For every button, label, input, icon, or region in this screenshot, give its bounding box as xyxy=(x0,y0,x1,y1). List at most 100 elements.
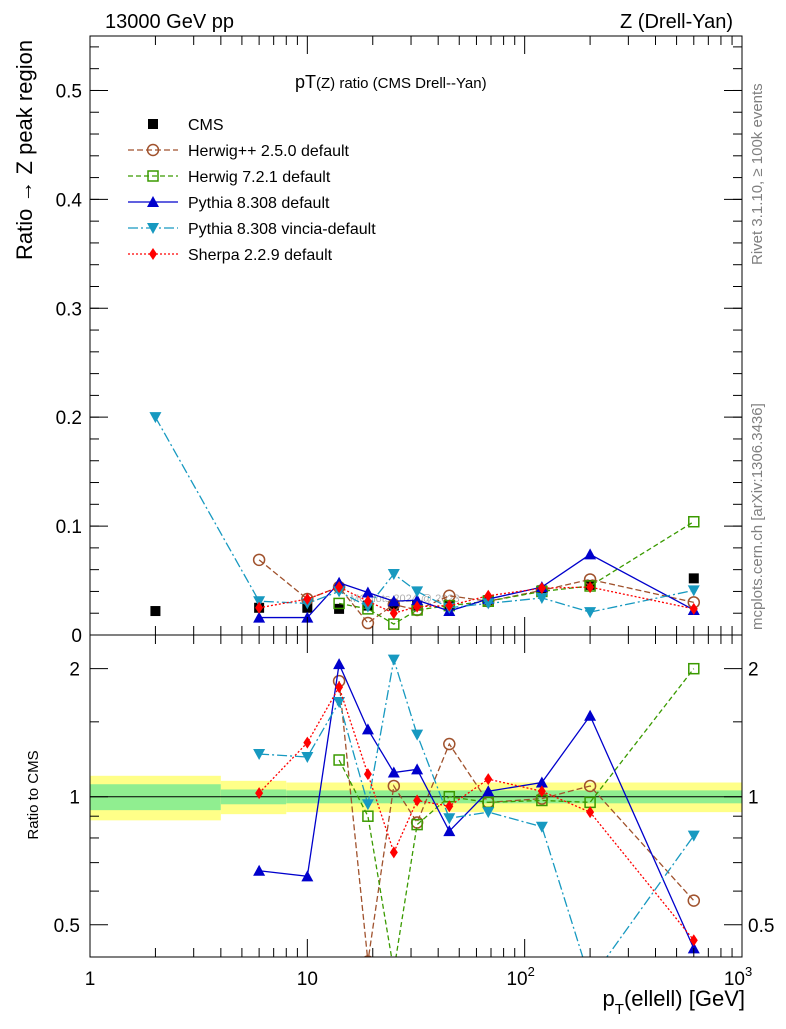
ratio-point-herwig-2-5-0-default xyxy=(363,955,373,957)
ratio-point-pythia-8-308-default xyxy=(301,870,314,882)
ratio-y-tick-label-right: 1 xyxy=(748,788,759,809)
ratio-point-pythia-8-308-default xyxy=(411,763,424,775)
x-axis-label-sub: T xyxy=(615,1001,624,1018)
side-label-top: Rivet 3.1.10, ≥ 100k events xyxy=(749,83,766,265)
ratio-line-herwig-2-5-0-default xyxy=(338,681,695,957)
legend-marker-pythia-8-308-default xyxy=(147,196,159,207)
ratio-point-herwig-2-5-0-default xyxy=(387,779,401,793)
ratio-point-herwig-7-2-1-default xyxy=(333,754,345,766)
main-point-sherpa-2-2-9-default xyxy=(689,602,698,615)
main-y-tick-label: 0.4 xyxy=(56,190,83,211)
ratio-point-herwig-7-2-1-default xyxy=(362,810,374,822)
ratio-y-tick-label-left: 1 xyxy=(69,788,80,809)
main-line-herwig-2-5-0-default xyxy=(258,559,694,624)
ratio-point-pythia-8-308-default xyxy=(333,658,346,670)
header-right: Z (Drell-Yan) xyxy=(620,11,733,33)
legend-label-cms: CMS xyxy=(188,117,224,134)
legend-label-sherpa-2-2-9-default: Sherpa 2.2.9 default xyxy=(188,247,333,264)
main-line-pythia-8-308-vincia-default xyxy=(154,416,694,613)
main-point-pythia-8-308-default xyxy=(584,548,597,560)
legend-marker-herwig-7-2-1-default xyxy=(147,170,159,182)
main-series-pythia-8-308-default xyxy=(253,548,700,623)
ratio-point-herwig-2-5-0-default xyxy=(583,779,597,793)
main-point-pythia-8-308-vincia-default xyxy=(482,598,495,610)
legend-marker-cms xyxy=(148,119,158,129)
legend-label-herwig-2-5-0-default: Herwig++ 2.5.0 default xyxy=(188,143,350,160)
main-y-tick-label: 0.1 xyxy=(56,517,82,538)
main-point-sherpa-2-2-9-default xyxy=(413,600,422,613)
ratio-series-group xyxy=(253,654,701,986)
x-axis-label-main: p xyxy=(603,986,615,1011)
ratio-series-sherpa-2-2-9-default xyxy=(255,681,698,947)
ratio-point-sherpa-2-2-9-default xyxy=(303,736,312,749)
ratio-y-axis-label: Ratio to CMS xyxy=(25,750,42,839)
x-tick-labels: 1 10 102 103 xyxy=(85,964,752,990)
main-point-sherpa-2-2-9-default xyxy=(484,589,493,602)
main-point-herwig-7-2-1-default xyxy=(333,597,345,610)
main-point-pythia-8-308-vincia-default xyxy=(387,569,400,581)
ratio-line-herwig-7-2-1-default xyxy=(338,668,695,957)
header-left: 13000 GeV pp xyxy=(105,11,234,33)
ratio-point-sherpa-2-2-9-default xyxy=(335,681,344,694)
main-point-cms xyxy=(688,573,699,584)
ratio-point-sherpa-2-2-9-default xyxy=(537,785,546,798)
ratio-point-herwig-7-2-1-default xyxy=(688,662,700,675)
main-point-sherpa-2-2-9-default xyxy=(389,607,398,620)
ratio-point-pythia-8-308-default xyxy=(687,942,700,954)
ratio-point-herwig-7-2-1-default xyxy=(411,818,423,831)
ratio-point-pythia-8-308-vincia-default xyxy=(253,749,266,761)
ratio-point-pythia-8-308-default xyxy=(253,864,266,876)
ratio-point-pythia-8-308-default xyxy=(443,825,456,837)
main-point-herwig-2-5-0-default xyxy=(361,616,375,630)
plot-title-main: pT xyxy=(295,72,316,92)
x-tick-label-exp: 2 xyxy=(528,964,535,979)
ratio-point-sherpa-2-2-9-default xyxy=(255,787,264,800)
main-point-pythia-8-308-vincia-default xyxy=(584,607,597,619)
x-tick-label-base: 10 xyxy=(506,969,527,990)
ratio-point-pythia-8-308-default xyxy=(584,709,597,721)
plot-title: pT(Z) ratio (CMS Drell--Yan) xyxy=(295,72,487,92)
plot-title-rest: (Z) ratio (CMS Drell--Yan) xyxy=(316,75,487,92)
ratio-line-pythia-8-308-vincia-default xyxy=(259,659,695,957)
main-point-herwig-2-5-0-default xyxy=(252,553,266,567)
main-point-sherpa-2-2-9-default xyxy=(363,595,372,608)
ratio-point-sherpa-2-2-9-default xyxy=(484,773,493,786)
ratio-point-pythia-8-308-default xyxy=(535,776,548,788)
main-point-pythia-8-308-vincia-default xyxy=(149,412,162,424)
main-series-herwig-2-5-0-default xyxy=(252,553,701,630)
ratio-point-herwig-7-2-1-default xyxy=(389,966,399,976)
main-point-pythia-8-308-default xyxy=(387,595,400,607)
legend-marker-herwig-2-5-0-default xyxy=(146,143,160,157)
ratio-series-pythia-8-308-vincia-default xyxy=(253,654,700,986)
main-y-tick-label: 0 xyxy=(71,626,82,647)
main-point-sherpa-2-2-9-default xyxy=(445,599,454,612)
main-y-tick-label: 0.3 xyxy=(56,299,82,320)
ratio-y-tick-label-left: 2 xyxy=(69,660,80,681)
main-point-pythia-8-308-default xyxy=(411,594,424,606)
ratio-frame xyxy=(89,634,743,958)
main-point-sherpa-2-2-9-default xyxy=(537,582,546,595)
legend-label-herwig-7-2-1-default: Herwig 7.2.1 default xyxy=(188,169,331,186)
main-point-pythia-8-308-vincia-default xyxy=(411,586,424,598)
x-tick-label-1: 1 xyxy=(85,969,96,990)
main-line-pythia-8-308-default xyxy=(259,553,695,619)
main-point-sherpa-2-2-9-default xyxy=(303,593,312,606)
legend-marker-pythia-8-308-vincia-default xyxy=(147,223,159,234)
ratio-point-herwig-2-5-0-default xyxy=(410,816,424,829)
ratio-point-pythia-8-308-default xyxy=(387,766,400,778)
ratio-point-pythia-8-308-vincia-default xyxy=(584,975,596,986)
ratio-point-pythia-8-308-vincia-default xyxy=(333,696,346,708)
main-point-pythia-8-308-default xyxy=(361,586,374,598)
main-series-group xyxy=(149,412,701,630)
x-tick-label-base: 10 xyxy=(724,969,745,990)
side-label-bottom: mcplots.cern.ch [arXiv:1306.3436] xyxy=(749,403,766,630)
ratio-y-tick-label-right: 2 xyxy=(748,660,759,681)
main-y-tick-label: 0.2 xyxy=(56,408,82,429)
main-point-sherpa-2-2-9-default xyxy=(586,581,595,594)
legend-label-pythia-8-308-vincia-default: Pythia 8.308 vincia-default xyxy=(188,221,376,238)
main-point-cms xyxy=(150,606,161,617)
ratio-point-sherpa-2-2-9-default xyxy=(389,846,398,859)
main-point-sherpa-2-2-9-default xyxy=(335,581,344,594)
ratio-point-pythia-8-308-vincia-default xyxy=(411,729,424,741)
legend-marker-sherpa-2-2-9-default xyxy=(149,248,157,260)
